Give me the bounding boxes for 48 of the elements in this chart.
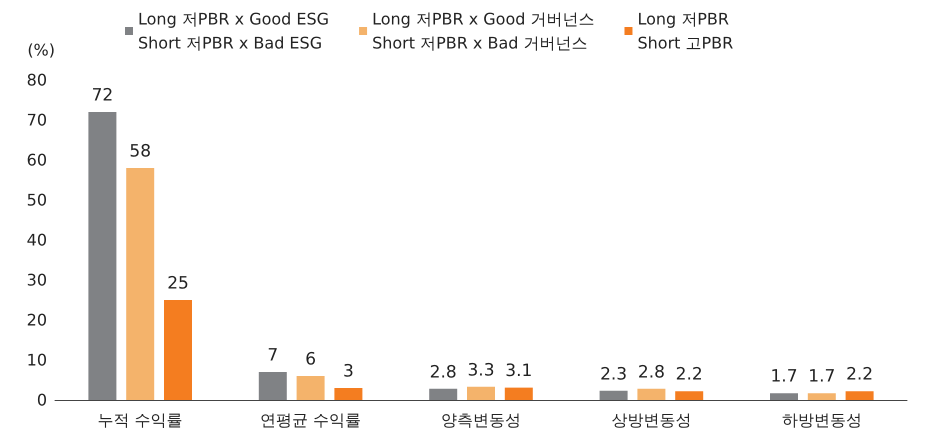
data-label: 6 [305,350,316,370]
bar [334,388,362,400]
data-label: 1.7 [770,366,798,387]
legend-label: Long 저PBR x Good ESG Short 저PBR x Bad ESG [138,10,330,52]
bar [808,393,836,400]
data-label: 2.2 [676,364,703,385]
legend-label: Long 저PBR x Good 거버넌스 Short 저PBR x Bad 거버넌스 [372,10,594,52]
x-tick-label: 연평균 수익률 [260,410,362,430]
bar [126,168,154,400]
bar [770,393,798,400]
bar [258,372,287,400]
bar [504,388,533,400]
data-label: 3.3 [467,360,495,380]
data-label: 58 [129,142,152,162]
x-tick-label: 양측변동성 [441,410,521,430]
bar [296,376,325,400]
data-label: 3 [342,362,354,382]
bar [600,390,628,400]
y-tick-label: 50 [26,190,47,210]
data-label: 72 [92,86,114,106]
y-tick-label: 80 [26,70,47,90]
data-label: 1.7 [808,366,836,387]
data-label: 2.8 [638,362,665,382]
bar [846,391,874,400]
x-tick-label: 누적 수익률 [98,410,183,430]
x-tick-label: 하방변동성 [782,410,862,430]
bar [467,386,495,400]
data-label: 2.3 [600,364,628,384]
y-tick-label: 0 [36,390,47,410]
bar [88,112,116,400]
y-tick-label: 70 [26,110,47,130]
y-tick-label: 10 [26,350,47,370]
y-tick-label: 30 [26,270,47,290]
bar [164,300,192,400]
legend-label: Long 저PBR Short 고PBR [637,10,734,52]
data-label: 2.8 [430,362,457,382]
y-tick-label: 40 [26,230,47,250]
y-tick-label: 20 [26,310,47,330]
data-label: 7 [267,346,278,366]
data-label: 3.1 [505,361,532,382]
x-tick-label: 상방변동성 [611,410,692,430]
bar [675,391,704,400]
y-tick-label: 60 [26,150,47,170]
y-axis-title: (%) [27,40,55,60]
bar [637,388,666,400]
data-label: 2.2 [846,364,874,385]
bar [429,388,458,400]
data-label: 25 [167,274,189,294]
